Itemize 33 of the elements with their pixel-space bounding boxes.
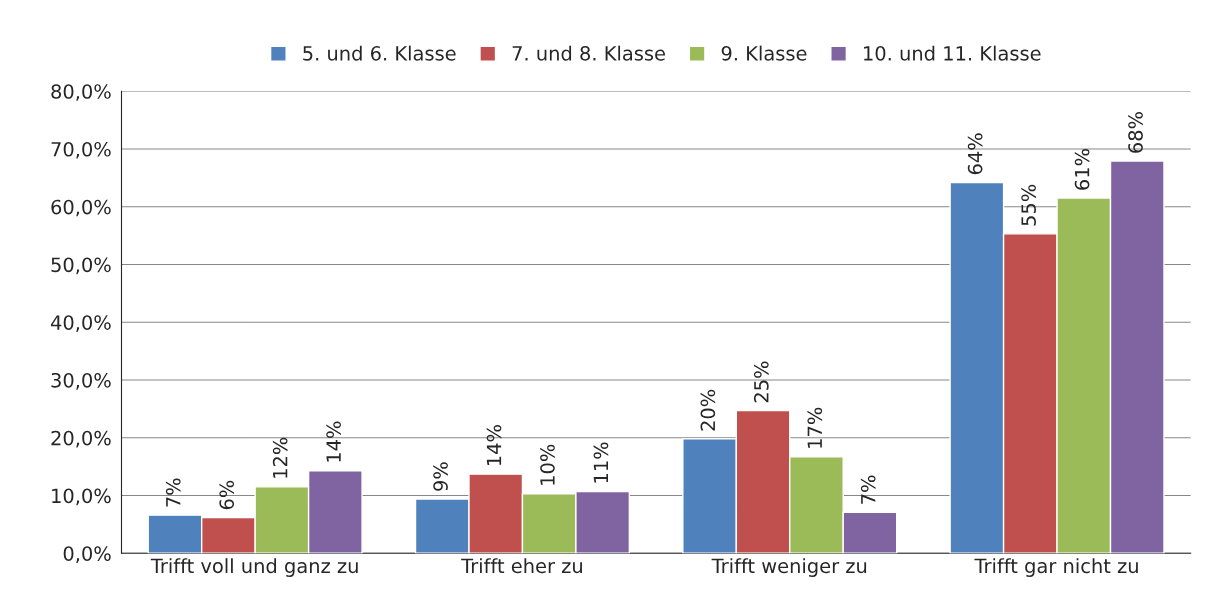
legend-label: 7. und 8. Klasse: [512, 45, 665, 61]
x-tick-label: Trifft gar nicht zu: [974, 558, 1138, 577]
data-label: 25%: [753, 361, 769, 403]
x-tick-label: Trifft weniger zu: [711, 558, 867, 577]
y-tick-label: 40,0%: [50, 315, 111, 332]
legend-label: 9. Klasse: [721, 45, 807, 61]
y-tick-label: 10,0%: [52, 488, 111, 506]
data-label: 12%: [272, 437, 288, 478]
data-label: 68%: [1128, 112, 1143, 153]
data-label: 14%: [486, 425, 502, 466]
data-label: 7%: [860, 475, 876, 504]
data-label: 9%: [433, 462, 448, 491]
y-tick-label: 20,0%: [51, 430, 111, 448]
x-tick-label: Trifft eher zu: [461, 558, 582, 574]
x-tick-label: Trifft voll und ganz zu: [150, 558, 358, 577]
data-label: 17%: [807, 407, 823, 448]
data-label: 61%: [1074, 148, 1090, 190]
data-label: 20%: [700, 389, 716, 431]
data-label: 6%: [219, 480, 235, 510]
data-label: 11%: [593, 442, 609, 483]
data-label: 64%: [967, 133, 983, 175]
legend-label: 10. und 11. Klasse: [864, 45, 1041, 61]
data-label: 7%: [165, 478, 181, 507]
y-tick-label: 60,0%: [51, 199, 111, 217]
y-tick-label: 0,0%: [63, 546, 111, 563]
legend-label: 5. und 6. Klasse: [303, 45, 456, 61]
y-tick-label: 80,0%: [51, 84, 111, 101]
data-label: 14%: [326, 421, 341, 462]
data-label: 55%: [1021, 184, 1036, 226]
y-tick-label: 70,0%: [51, 141, 111, 159]
data-label: 10%: [540, 444, 555, 485]
y-tick-label: 50,0%: [51, 257, 111, 275]
y-tick-label: 30,0%: [51, 372, 111, 390]
